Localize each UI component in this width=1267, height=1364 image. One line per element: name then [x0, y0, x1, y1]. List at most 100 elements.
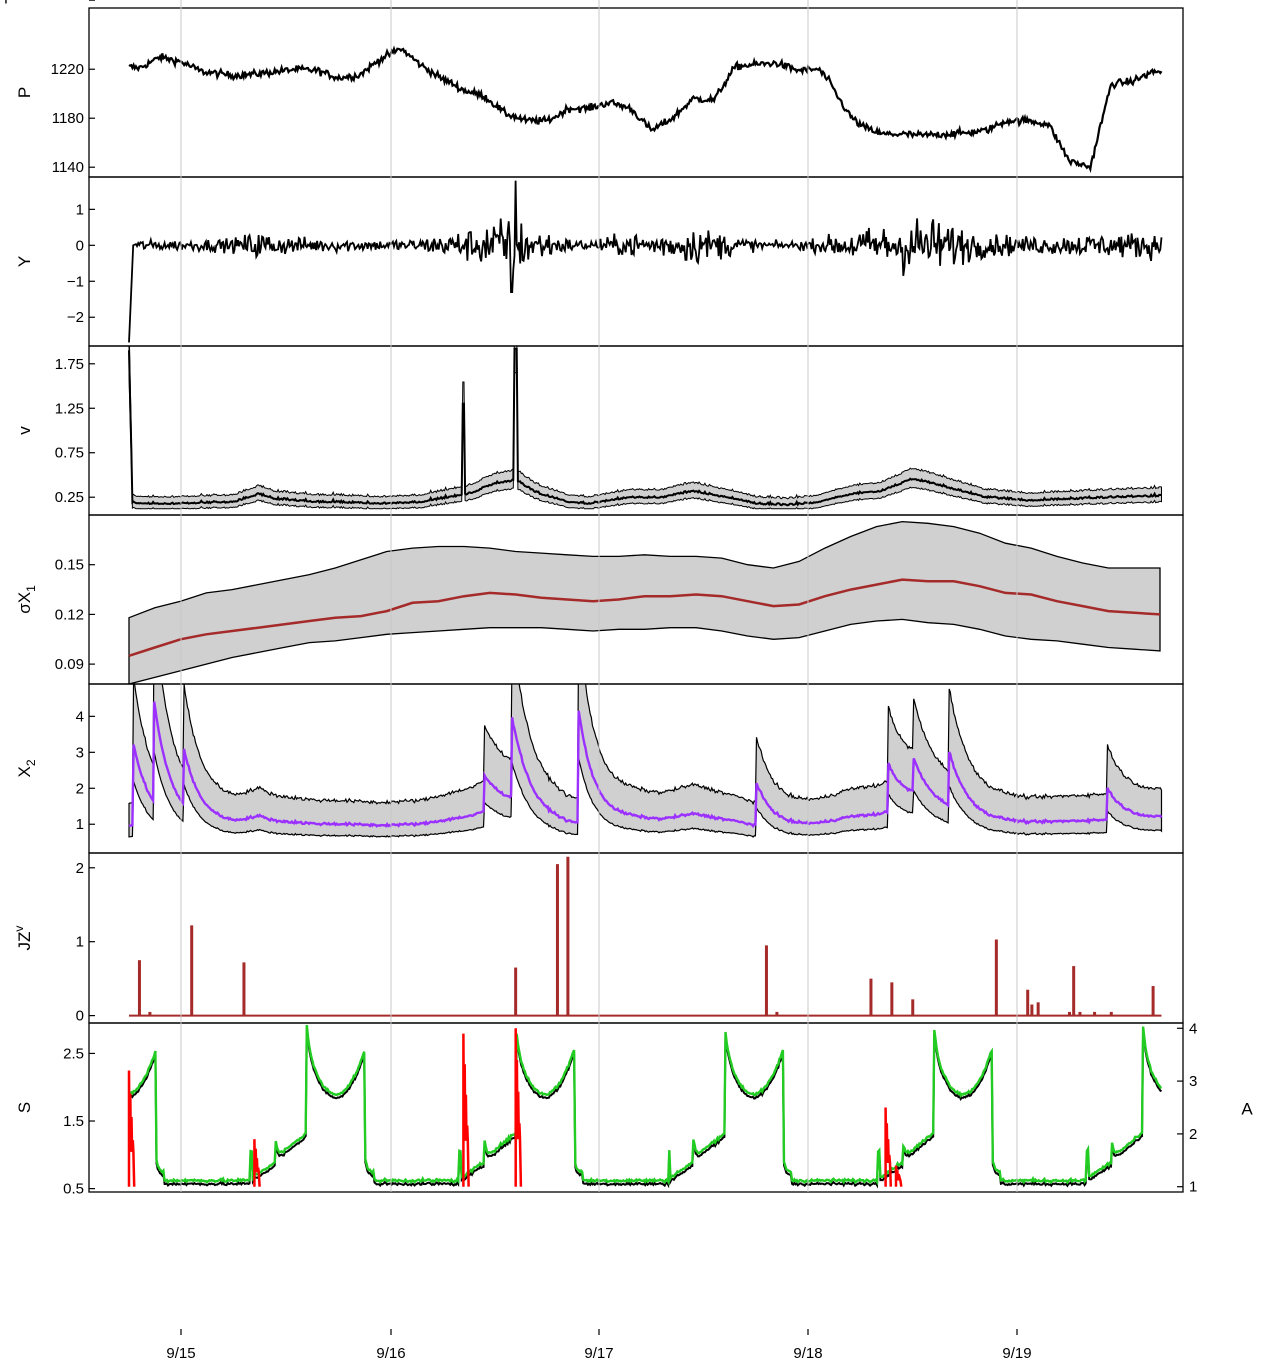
data-point — [532, 0, 538, 3]
data-point — [1123, 0, 1129, 3]
data-point — [802, 0, 808, 3]
data-point — [732, 0, 738, 3]
data-point — [714, 0, 720, 3]
data-point — [592, 0, 598, 3]
data-point — [140, 0, 146, 3]
y-tick-label: 1140 — [52, 159, 84, 176]
data-point — [398, 0, 404, 3]
data-point — [500, 0, 506, 3]
data-point — [764, 0, 770, 3]
data-point — [456, 0, 462, 3]
series-line — [128, 701, 1163, 829]
data-point — [492, 0, 498, 3]
data-point — [153, 0, 159, 3]
data-point — [1053, 0, 1059, 3]
data-point — [606, 0, 612, 3]
series-line — [128, 347, 1162, 507]
data-point — [1135, 0, 1141, 3]
data-point — [884, 0, 890, 3]
data-point — [288, 0, 294, 3]
data-point — [558, 0, 564, 3]
data-point — [405, 0, 411, 3]
data-point — [954, 0, 960, 3]
data-point — [419, 0, 425, 3]
data-point — [449, 0, 455, 3]
data-point — [392, 0, 398, 3]
data-point — [152, 0, 158, 3]
data-point — [408, 0, 414, 3]
data-point — [766, 0, 772, 3]
data-point — [457, 0, 463, 3]
data-point — [1058, 0, 1064, 3]
data-point — [539, 0, 545, 3]
data-point — [625, 0, 631, 3]
y-tick-label: 1 — [76, 934, 84, 951]
y-tick-label: 3 — [76, 744, 84, 761]
data-point — [732, 0, 738, 3]
data-point — [329, 0, 335, 3]
data-point — [318, 0, 324, 3]
data-point — [597, 0, 603, 3]
data-point — [1102, 0, 1108, 3]
data-point — [631, 0, 637, 3]
data-point — [787, 0, 793, 3]
data-point — [273, 0, 279, 3]
data-point — [613, 0, 619, 3]
data-point — [760, 0, 766, 3]
data-point — [1080, 0, 1086, 3]
data-point — [679, 0, 685, 3]
data-point — [571, 0, 577, 3]
data-point — [760, 0, 766, 3]
data-point — [996, 0, 1002, 3]
data-point — [1105, 0, 1111, 3]
data-point — [128, 0, 134, 3]
data-point — [1070, 0, 1076, 3]
data-point — [651, 0, 657, 3]
data-point — [172, 0, 178, 3]
spike — [514, 1028, 523, 1187]
data-point — [250, 0, 256, 3]
data-point — [838, 0, 844, 3]
data-point — [518, 0, 524, 3]
y-axis-label: P — [15, 87, 34, 98]
data-point — [824, 0, 830, 3]
data-point — [716, 0, 722, 3]
data-point — [375, 0, 381, 3]
data-point — [668, 0, 674, 3]
data-point — [653, 0, 659, 3]
data-point — [1125, 0, 1131, 3]
data-point — [152, 0, 158, 3]
data-point — [584, 0, 590, 3]
data-point — [517, 0, 523, 3]
data-point — [512, 0, 518, 3]
data-point — [547, 0, 553, 3]
data-point — [168, 0, 174, 3]
data-point — [353, 0, 359, 3]
data-point — [144, 0, 150, 3]
data-point — [509, 0, 515, 3]
data-point — [590, 0, 596, 3]
data-point — [477, 0, 483, 3]
data-point — [898, 0, 904, 3]
data-point — [745, 0, 751, 3]
data-point — [740, 0, 746, 3]
data-point — [824, 0, 830, 3]
right-tick-label: 4 — [1189, 1020, 1197, 1037]
data-point — [158, 0, 164, 3]
data-point — [1116, 0, 1122, 3]
data-point — [398, 0, 404, 3]
data-point — [1003, 0, 1009, 3]
data-point — [224, 0, 230, 3]
data-point — [542, 0, 548, 3]
data-point — [432, 0, 438, 3]
data-point — [930, 0, 936, 3]
data-point — [591, 0, 597, 3]
data-point — [478, 0, 484, 3]
data-point — [1101, 0, 1107, 3]
y-tick-label: −1 — [67, 273, 84, 290]
data-point — [674, 0, 680, 3]
data-point — [1080, 0, 1086, 3]
data-point — [343, 0, 349, 3]
data-point — [898, 0, 904, 3]
y-tick-label: 0.75 — [55, 445, 84, 462]
